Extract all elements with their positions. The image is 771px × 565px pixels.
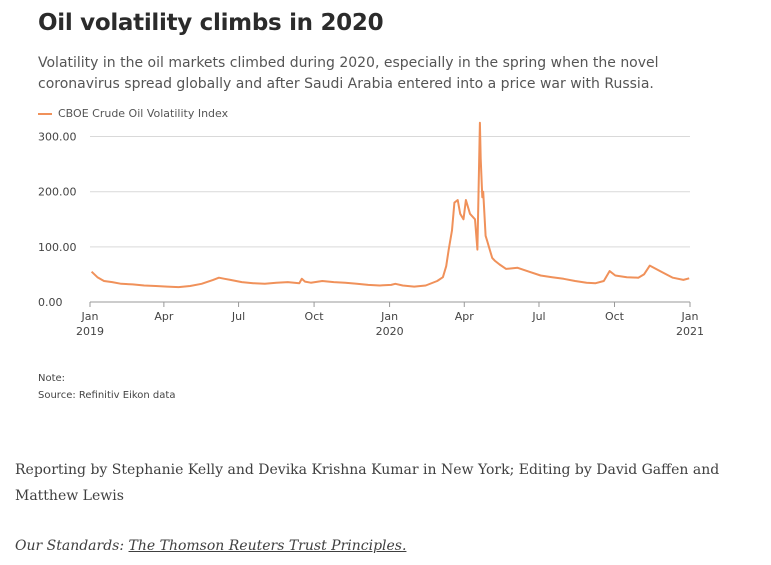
x-tick-label: Jan bbox=[81, 310, 99, 323]
x-tick-year-label: 2019 bbox=[76, 325, 104, 338]
chart-legend: CBOE Crude Oil Volatility Index bbox=[38, 107, 228, 120]
y-tick-label: 200.00 bbox=[38, 186, 77, 199]
reporting-credit: Reporting by Stephanie Kelly and Devika … bbox=[15, 462, 720, 504]
y-tick-label: 300.00 bbox=[38, 131, 77, 144]
x-tick-label: Oct bbox=[305, 310, 325, 323]
chart-subtitle: Volatility in the oil markets climbed du… bbox=[38, 55, 659, 92]
grid-lines bbox=[90, 136, 690, 303]
note-label: Note: bbox=[38, 373, 66, 384]
x-tick-label: Jul bbox=[531, 310, 545, 323]
series-group bbox=[90, 121, 690, 289]
standards-prefix: Our Standards: bbox=[15, 538, 129, 554]
standards-line: Our Standards: The Thomson Reuters Trust… bbox=[15, 538, 406, 554]
x-tick-label: Jan bbox=[380, 310, 398, 323]
x-axis-ticks: Jan 2019 Apr Jul Oct Jan 2020 Apr Jul Oct Jan 2021 bbox=[76, 302, 704, 338]
legend-swatch bbox=[38, 112, 52, 115]
trust-principles-link[interactable]: The Thomson Reuters Trust Principles. bbox=[128, 538, 407, 554]
x-tick-year-label: 2020 bbox=[376, 325, 404, 338]
chart-title: Oil volatility climbs in 2020 bbox=[38, 10, 384, 36]
x-tick-label: Oct bbox=[605, 310, 625, 323]
x-tick-label: Jul bbox=[231, 310, 245, 323]
source-label: Source: Refinitiv Eikon data bbox=[38, 390, 176, 401]
y-tick-label: 0.00 bbox=[38, 296, 63, 309]
chart-notes: Note: Source: Refinitiv Eikon data bbox=[38, 370, 175, 404]
y-tick-label: 100.00 bbox=[38, 241, 77, 254]
legend-label: CBOE Crude Oil Volatility Index bbox=[58, 107, 229, 120]
x-tick-label: Apr bbox=[154, 310, 174, 323]
x-tick-label: Jan bbox=[681, 310, 699, 323]
y-axis-ticks: 0.00 100.00 200.00 300.00 bbox=[38, 131, 77, 309]
series-line bbox=[90, 121, 690, 289]
x-tick-label: Apr bbox=[455, 310, 475, 323]
x-tick-year-label: 2021 bbox=[676, 325, 704, 338]
